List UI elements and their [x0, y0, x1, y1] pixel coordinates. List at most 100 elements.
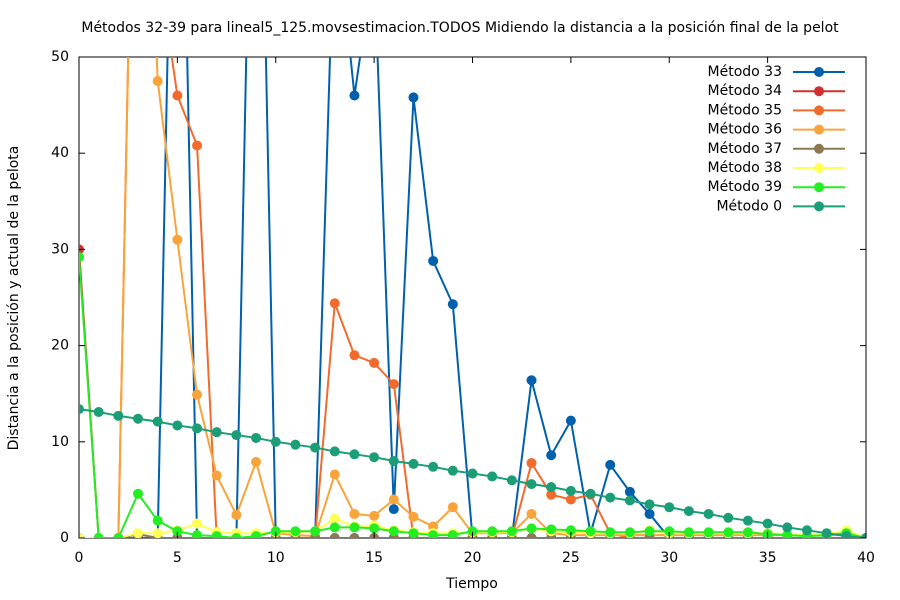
- y-tick-label: 20: [51, 338, 69, 354]
- data-point: [329, 298, 340, 309]
- data-point: [251, 432, 262, 443]
- data-point: [251, 457, 262, 468]
- x-axis-label: Tiempo: [445, 576, 498, 592]
- data-point: [329, 522, 340, 533]
- data-point: [79, 252, 84, 263]
- data-point: [310, 526, 321, 537]
- data-point: [113, 533, 124, 538]
- data-point: [133, 528, 144, 538]
- data-point: [467, 468, 478, 479]
- y-tick-label: 10: [51, 434, 69, 450]
- data-point: [192, 518, 203, 529]
- data-point: [349, 350, 360, 361]
- data-point: [388, 494, 399, 505]
- data-point: [388, 526, 399, 537]
- x-tick-label: 30: [660, 550, 678, 566]
- data-point: [251, 531, 262, 538]
- data-point: [231, 533, 242, 538]
- data-point: [270, 526, 281, 537]
- data-point: [526, 523, 537, 534]
- data-point: [231, 509, 242, 520]
- data-point: [388, 456, 399, 467]
- legend-label: Método 37: [708, 141, 782, 157]
- data-point: [861, 533, 866, 538]
- data-point: [644, 526, 655, 537]
- y-tick-label: 0: [60, 530, 69, 546]
- data-point: [447, 530, 458, 538]
- data-point: [290, 439, 301, 450]
- data-point: [723, 512, 734, 523]
- data-point: [369, 357, 380, 368]
- data-point: [506, 475, 517, 486]
- data-point: [605, 459, 616, 470]
- data-point: [329, 446, 340, 457]
- data-point: [762, 518, 773, 529]
- data-point: [388, 379, 399, 390]
- y-tick-label: 30: [51, 241, 69, 257]
- legend-marker: [814, 105, 824, 116]
- x-tick-label: 10: [267, 550, 285, 566]
- data-point: [172, 420, 183, 431]
- data-point: [93, 406, 104, 417]
- data-point: [428, 461, 439, 472]
- x-tick-label: 5: [173, 550, 182, 566]
- data-point: [152, 515, 163, 526]
- data-point: [369, 523, 380, 534]
- legend-label: Método 35: [708, 102, 782, 118]
- data-point: [664, 526, 675, 537]
- legend-marker: [814, 182, 824, 193]
- chart-title: Métodos 32-39 para lineal5_125.movsestim…: [81, 20, 839, 36]
- data-point: [369, 510, 380, 521]
- y-tick-label: 50: [51, 49, 69, 65]
- data-point: [683, 527, 694, 538]
- data-point: [742, 515, 753, 526]
- data-point: [605, 492, 616, 503]
- data-point: [644, 499, 655, 510]
- data-point: [93, 533, 104, 538]
- data-point: [152, 528, 163, 538]
- data-point: [192, 530, 203, 538]
- data-point: [79, 533, 84, 538]
- plot-area: [79, 57, 866, 538]
- data-point: [624, 527, 635, 538]
- data-point: [703, 527, 714, 538]
- data-point: [192, 423, 203, 434]
- data-point: [546, 489, 557, 500]
- data-point: [526, 457, 537, 468]
- data-point: [408, 92, 419, 103]
- data-point: [605, 527, 616, 538]
- legend-marker: [814, 201, 824, 212]
- series-line: [79, 57, 866, 538]
- data-point: [152, 76, 163, 87]
- data-point: [487, 471, 498, 482]
- data-point: [664, 502, 675, 513]
- data-point: [467, 526, 478, 537]
- data-point: [841, 531, 852, 538]
- legend-marker: [814, 124, 824, 135]
- legend-label: Método 33: [708, 64, 782, 80]
- data-point: [388, 504, 399, 515]
- data-point: [408, 458, 419, 469]
- legend-marker: [814, 143, 824, 154]
- x-tick-label: 15: [365, 550, 383, 566]
- data-point: [801, 525, 812, 536]
- x-tick-label: 40: [857, 550, 875, 566]
- data-point: [565, 525, 576, 536]
- series-line: [79, 57, 866, 538]
- data-point: [723, 527, 734, 538]
- data-point: [624, 495, 635, 506]
- y-axis-label: Distancia a la posición y actual de la p…: [6, 146, 22, 451]
- data-point: [428, 255, 439, 266]
- data-point: [782, 530, 793, 538]
- data-point: [447, 465, 458, 476]
- data-point: [565, 415, 576, 426]
- data-point: [290, 526, 301, 537]
- data-point: [349, 533, 360, 538]
- data-point: [624, 486, 635, 497]
- data-point: [821, 528, 832, 538]
- data-point: [133, 488, 144, 499]
- data-point: [487, 526, 498, 537]
- data-point: [152, 416, 163, 427]
- data-point: [369, 452, 380, 463]
- data-point: [310, 442, 321, 453]
